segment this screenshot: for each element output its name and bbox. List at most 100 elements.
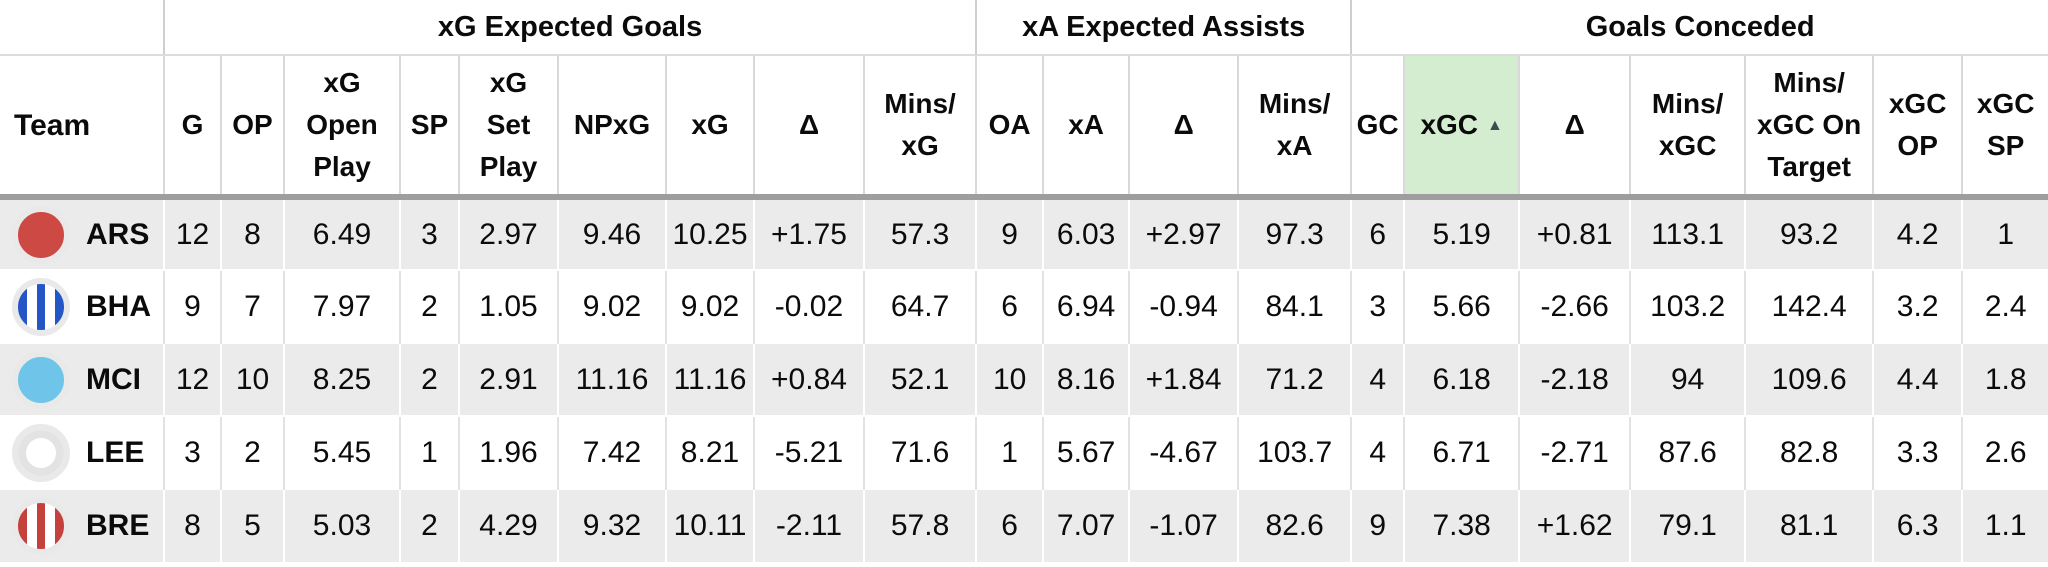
col-header-xa[interactable]: xA [1042,55,1130,200]
cell-xa: 6.94 [1042,269,1130,343]
col-header-g[interactable]: G [163,55,221,200]
table-row-bha: BHA 9 7 7.97 2 1.05 9.02 9.02 -0.02 64.7… [0,269,2048,343]
table-row-mci: MCI 12 10 8.25 2 2.91 11.16 11.16 +0.84 … [0,342,2048,416]
team-cell-ars: ARS [0,196,164,270]
cell-mins-per-xgc-on-target: 93.2 [1744,196,1874,270]
cell-xa: 5.67 [1042,415,1130,489]
cell-mins-per-xgc-on-target: 109.6 [1744,342,1874,416]
cell-mins-per-xgc: 87.6 [1629,415,1746,489]
cell-xg: 10.11 [665,488,754,562]
cell-delta-xa: -0.94 [1128,269,1239,343]
cell-mins-per-xa: 82.6 [1237,488,1352,562]
team-wrap: LEE [0,423,163,482]
cell-g: 12 [163,196,221,270]
cell-oa: 1 [975,415,1044,489]
cell-xg: 11.16 [665,342,754,416]
team-wrap: BRE [0,497,163,555]
cell-npxg: 7.42 [557,415,666,489]
cell-delta-gc: -2.71 [1518,415,1631,489]
cell-mins-per-xg: 57.8 [862,488,977,562]
col-header-xg-open-play[interactable]: xG Open Play [283,55,400,200]
cell-xg-open-play: 5.45 [283,415,400,489]
col-header-sp[interactable]: SP [399,55,459,200]
cell-xgc-sp: 1 [1961,196,2048,270]
cell-xa: 8.16 [1042,342,1130,416]
col-header-xgc-op[interactable]: xGC OP [1872,55,1963,200]
cell-g: 3 [163,415,221,489]
col-header-team[interactable]: Team [0,55,164,200]
team-wrap: BHA [0,277,163,336]
cell-gc: 3 [1350,269,1405,343]
cell-op: 2 [220,415,284,489]
col-header-xg-set-play[interactable]: xG Set Play [458,55,558,200]
col-header-gc[interactable]: GC [1350,55,1405,200]
cell-delta-gc: -2.66 [1518,269,1631,343]
cell-oa: 10 [975,342,1044,416]
cell-mins-per-xg: 52.1 [862,342,977,416]
col-header-mins-per-xa[interactable]: Mins/ xA [1237,55,1352,200]
cell-delta-xa: +1.84 [1128,342,1239,416]
col-header-xgc-sp[interactable]: xGC SP [1961,55,2048,200]
cell-mins-per-xg: 71.6 [862,415,977,489]
col-header-oa[interactable]: OA [975,55,1044,200]
col-header-delta-gc[interactable]: Δ [1518,55,1631,200]
cell-delta-xg: -0.02 [753,269,864,343]
cell-gc: 9 [1350,488,1405,562]
cell-sp: 1 [399,415,459,489]
cell-xgc-sp: 2.4 [1961,269,2048,343]
cell-mins-per-xgc-on-target: 142.4 [1744,269,1874,343]
club-badge-mci [12,350,70,409]
cell-npxg: 9.46 [557,196,666,270]
group-header-row: xG Expected Goals xA Expected Assists Go… [0,0,2048,56]
cell-delta-xg: +0.84 [753,342,864,416]
col-header-mins-per-xg[interactable]: Mins/ xG [862,55,977,200]
col-header-op[interactable]: OP [220,55,284,200]
cell-xgc: 5.19 [1403,196,1520,270]
cell-xg: 9.02 [665,269,754,343]
team-abbr: BHA [86,289,151,323]
col-header-xgc-sorted[interactable]: xGC ▲ [1403,55,1520,200]
cell-xgc-op: 4.4 [1872,342,1963,416]
table-row-bre: BRE 8 5 5.03 2 4.29 9.32 10.11 -2.11 57.… [0,488,2048,562]
cell-npxg: 11.16 [557,342,666,416]
col-header-delta-xa[interactable]: Δ [1128,55,1239,200]
cell-npxg: 9.32 [557,488,666,562]
cell-delta-gc: -2.18 [1518,342,1631,416]
cell-xg-open-play: 7.97 [283,269,400,343]
cell-mins-per-xa: 84.1 [1237,269,1352,343]
cell-xg-open-play: 5.03 [283,488,400,562]
club-badge-bha [12,277,70,336]
team-abbr: BRE [86,509,150,542]
club-badge-lee [12,423,70,482]
cell-xg-set-play: 2.97 [458,196,558,270]
col-header-npxg[interactable]: NPxG [557,55,666,200]
cell-oa: 6 [975,488,1044,562]
team-cell-bha: BHA [0,269,164,343]
cell-sp: 2 [399,269,459,343]
col-header-xgc-label: xGC [1420,109,1479,140]
cell-mins-per-xa: 97.3 [1237,196,1352,270]
cell-mins-per-xgc-on-target: 82.8 [1744,415,1874,489]
cell-oa: 9 [975,196,1044,270]
cell-mins-per-xgc: 103.2 [1629,269,1746,343]
cell-gc: 4 [1350,415,1405,489]
club-badge-bre [12,497,70,555]
col-header-xg[interactable]: xG [665,55,754,200]
cell-delta-gc: +0.81 [1518,196,1631,270]
cell-xg-open-play: 8.25 [283,342,400,416]
cell-xg-set-play: 1.96 [458,415,558,489]
cell-oa: 6 [975,269,1044,343]
cell-mins-per-xgc-on-target: 81.1 [1744,488,1874,562]
cell-xa: 7.07 [1042,488,1130,562]
table-row-ars: ARS 12 8 6.49 3 2.97 9.46 10.25 +1.75 57… [0,196,2048,270]
col-header-mins-per-xgc[interactable]: Mins/ xGC [1629,55,1746,200]
cell-xg-set-play: 1.05 [458,269,558,343]
cell-mins-per-xgc: 79.1 [1629,488,1746,562]
cell-xg-set-play: 2.91 [458,342,558,416]
col-header-mins-per-xgc-on-target[interactable]: Mins/ xGC On Target [1744,55,1874,200]
team-abbr: ARS [86,217,150,251]
cell-xgc: 6.71 [1403,415,1520,489]
cell-xgc-op: 3.2 [1872,269,1963,343]
col-header-delta-xg[interactable]: Δ [753,55,864,200]
cell-gc: 4 [1350,342,1405,416]
